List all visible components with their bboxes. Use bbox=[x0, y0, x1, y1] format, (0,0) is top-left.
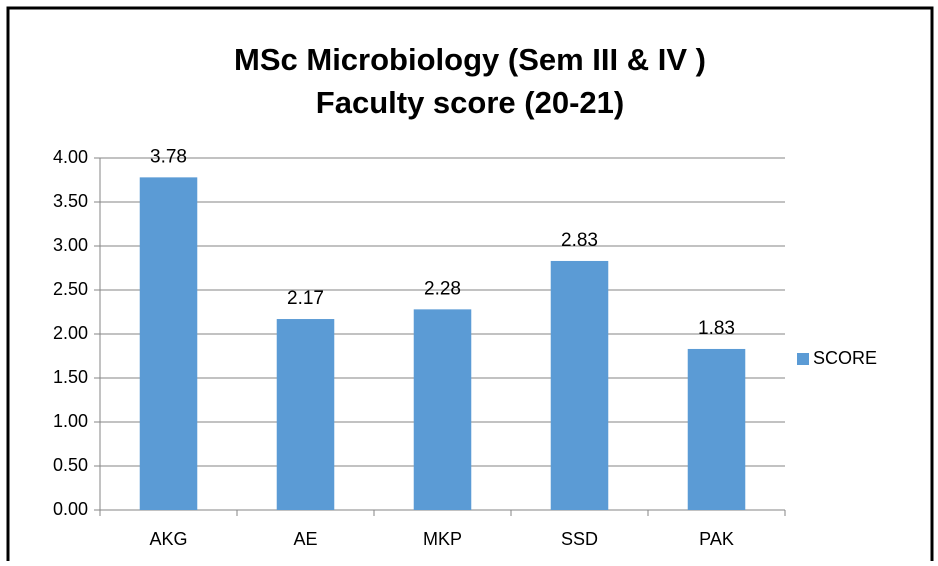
bar bbox=[139, 177, 198, 511]
y-tick-label: 0.50 bbox=[53, 455, 88, 475]
legend-label: SCORE bbox=[813, 348, 877, 368]
y-tick-label: 3.00 bbox=[53, 235, 88, 255]
y-tick-label: 3.50 bbox=[53, 191, 88, 211]
y-tick-label: 1.00 bbox=[53, 411, 88, 431]
y-tick-label: 2.00 bbox=[53, 323, 88, 343]
data-label: 2.28 bbox=[424, 278, 461, 299]
y-tick-label: 1.50 bbox=[53, 367, 88, 387]
frame bbox=[6, 6, 934, 561]
data-label: 3.78 bbox=[150, 146, 187, 167]
x-tick-label: MKP bbox=[423, 529, 462, 549]
x-tick-label: SSD bbox=[561, 529, 598, 549]
bar bbox=[276, 319, 335, 510]
y-tick-label: 2.50 bbox=[53, 279, 88, 299]
data-label: 1.83 bbox=[698, 318, 735, 339]
x-tick-label: AE bbox=[293, 529, 317, 549]
y-tick-label: 0.00 bbox=[53, 499, 88, 519]
bar bbox=[413, 309, 472, 510]
chart-title: MSc Microbiology (Sem III & IV ) bbox=[234, 42, 706, 77]
y-tick-label: 4.00 bbox=[53, 147, 88, 167]
chart-title: Faculty score (20-21) bbox=[316, 85, 624, 120]
x-tick-label: AKG bbox=[149, 529, 187, 549]
data-label: 2.17 bbox=[287, 288, 324, 309]
x-tick-label: PAK bbox=[699, 529, 734, 549]
bar bbox=[550, 260, 609, 510]
bar bbox=[687, 348, 746, 510]
legend-swatch bbox=[797, 353, 809, 365]
data-label: 2.83 bbox=[561, 230, 598, 251]
